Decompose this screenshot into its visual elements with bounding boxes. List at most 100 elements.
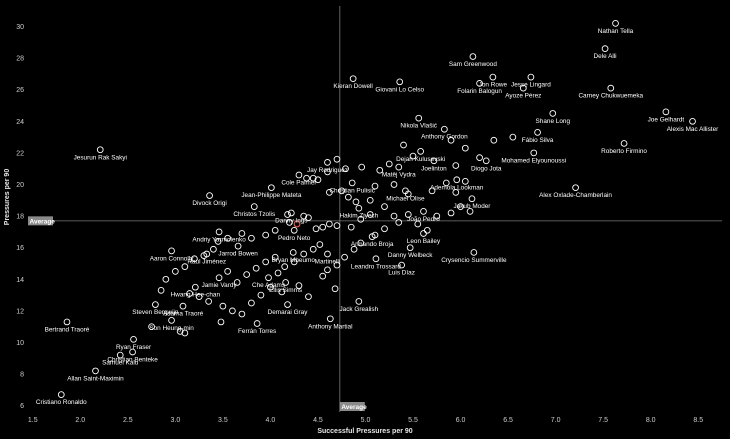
scatter-point xyxy=(214,238,222,245)
y-tick-label: 20 xyxy=(16,182,24,189)
y-tick-label: 24 xyxy=(16,119,24,126)
scatter-point xyxy=(172,268,179,275)
scatter-point xyxy=(309,245,317,253)
scatter-point xyxy=(305,293,312,301)
scatter-point xyxy=(168,247,175,255)
scatter-point xyxy=(415,114,423,122)
scatter-point xyxy=(179,302,187,310)
scatter-point xyxy=(130,335,137,343)
scatter-point xyxy=(191,255,198,263)
point-label: Jay Rodriguez xyxy=(307,167,348,174)
x-tick-label: 5.5 xyxy=(408,417,418,424)
scatter-point xyxy=(168,317,175,324)
point-label: Che Adams xyxy=(252,282,285,289)
scatter-point xyxy=(345,193,352,201)
average-y-label: Average xyxy=(30,218,56,225)
point-label: Alexis Mac Allister xyxy=(667,126,719,133)
scatter-point xyxy=(466,208,474,215)
scatter-point xyxy=(333,155,341,163)
scatter-point xyxy=(490,136,498,144)
scatter-point xyxy=(509,133,517,141)
scatter-point xyxy=(612,20,619,27)
scatter-point xyxy=(476,154,483,162)
scatter-point xyxy=(347,223,355,231)
point-label: Mohamed Elyounoussi xyxy=(501,157,566,164)
x-tick-label: 3.5 xyxy=(218,417,228,424)
scatter-point xyxy=(381,203,388,210)
scatter-point xyxy=(262,258,270,266)
scatter-point xyxy=(433,212,441,220)
scatter-point xyxy=(324,250,331,258)
scatter-point xyxy=(395,219,403,226)
scatter-point xyxy=(203,250,211,258)
point-label: Ademola Lookman xyxy=(430,184,484,191)
scatter-point xyxy=(238,310,246,318)
point-label: Jarrod Bowen xyxy=(218,251,258,258)
point-label: Allan Saint-Maximin xyxy=(67,375,124,382)
scatter-point xyxy=(452,162,460,169)
point-label: Martinelli xyxy=(315,259,341,266)
scatter-point xyxy=(409,152,417,160)
scatter-point xyxy=(152,301,159,308)
scatter-point xyxy=(689,117,696,125)
point-label: Anthony Martial xyxy=(308,323,352,330)
x-tick-label: 7.5 xyxy=(598,417,608,424)
scatter-point xyxy=(274,269,282,277)
x-tick-label: 6.5 xyxy=(503,417,513,424)
scatter-point xyxy=(423,226,431,234)
point-label: Anthony Gordon xyxy=(421,134,468,141)
scatter-point xyxy=(92,367,99,375)
point-label: Joe Gelhardt xyxy=(648,116,685,123)
scatter-point xyxy=(402,187,409,195)
point-label: Aaron Connolly xyxy=(150,255,195,262)
scatter-point xyxy=(381,225,388,233)
point-label: Christian Benteke xyxy=(107,356,158,363)
scatter-point xyxy=(290,258,298,266)
scatter-point xyxy=(215,228,223,236)
scatter-point xyxy=(461,178,469,185)
point-label: Cristiano Ronaldo xyxy=(36,399,87,406)
y-tick-label: 12 xyxy=(16,308,24,315)
scatter-point xyxy=(366,211,374,218)
scatter-point xyxy=(406,244,414,252)
y-tick-label: 26 xyxy=(16,87,24,94)
scatter-point xyxy=(331,285,339,293)
scatter-point xyxy=(210,245,217,253)
scatter-point xyxy=(333,222,341,229)
scatter-point xyxy=(357,239,365,247)
scatter-point xyxy=(303,174,310,182)
scatter-point xyxy=(530,149,538,157)
scatter-point xyxy=(395,163,403,171)
scatter-point xyxy=(338,187,346,195)
scatter-point xyxy=(206,192,213,199)
scatter-point xyxy=(326,315,334,323)
scatter-point xyxy=(442,179,450,187)
scatter-point xyxy=(607,84,615,92)
x-tick-label: 2.0 xyxy=(75,417,85,424)
y-tick-label: 14 xyxy=(16,277,24,284)
point-label: Andriy Yarmolenko xyxy=(192,236,246,243)
scatter-point xyxy=(333,261,341,269)
scatter-point xyxy=(252,264,260,272)
scatter-point xyxy=(534,129,541,136)
scatter-point xyxy=(368,233,376,240)
scatter-point xyxy=(191,283,199,291)
scatter-point xyxy=(357,215,365,223)
scatter-point xyxy=(284,211,291,218)
scatter-point xyxy=(390,212,398,220)
y-tick-label: 16 xyxy=(16,245,24,252)
scatter-point xyxy=(157,287,165,294)
y-tick-label: 18 xyxy=(16,214,24,221)
point-label: Roberto Firmino xyxy=(601,148,647,155)
x-tick-label: 5.0 xyxy=(361,417,371,424)
x-axis-ticks: 1.5 2.0 2.5 3.0 3.5 4.0 4.5 5.0 5.5 6.0 6.5 7.0 7.5 8… xyxy=(28,417,703,424)
scatter-point xyxy=(316,241,324,248)
scatter-point xyxy=(229,307,236,315)
point-label: Christian Pulisic xyxy=(329,187,375,194)
y-tick-label: 10 xyxy=(16,340,24,347)
scatter-point xyxy=(181,329,189,337)
point-label: Crysencio Summerville xyxy=(441,257,507,264)
scatter-points xyxy=(57,20,696,398)
y-tick-label: 22 xyxy=(16,150,24,157)
scatter-point xyxy=(620,140,628,147)
